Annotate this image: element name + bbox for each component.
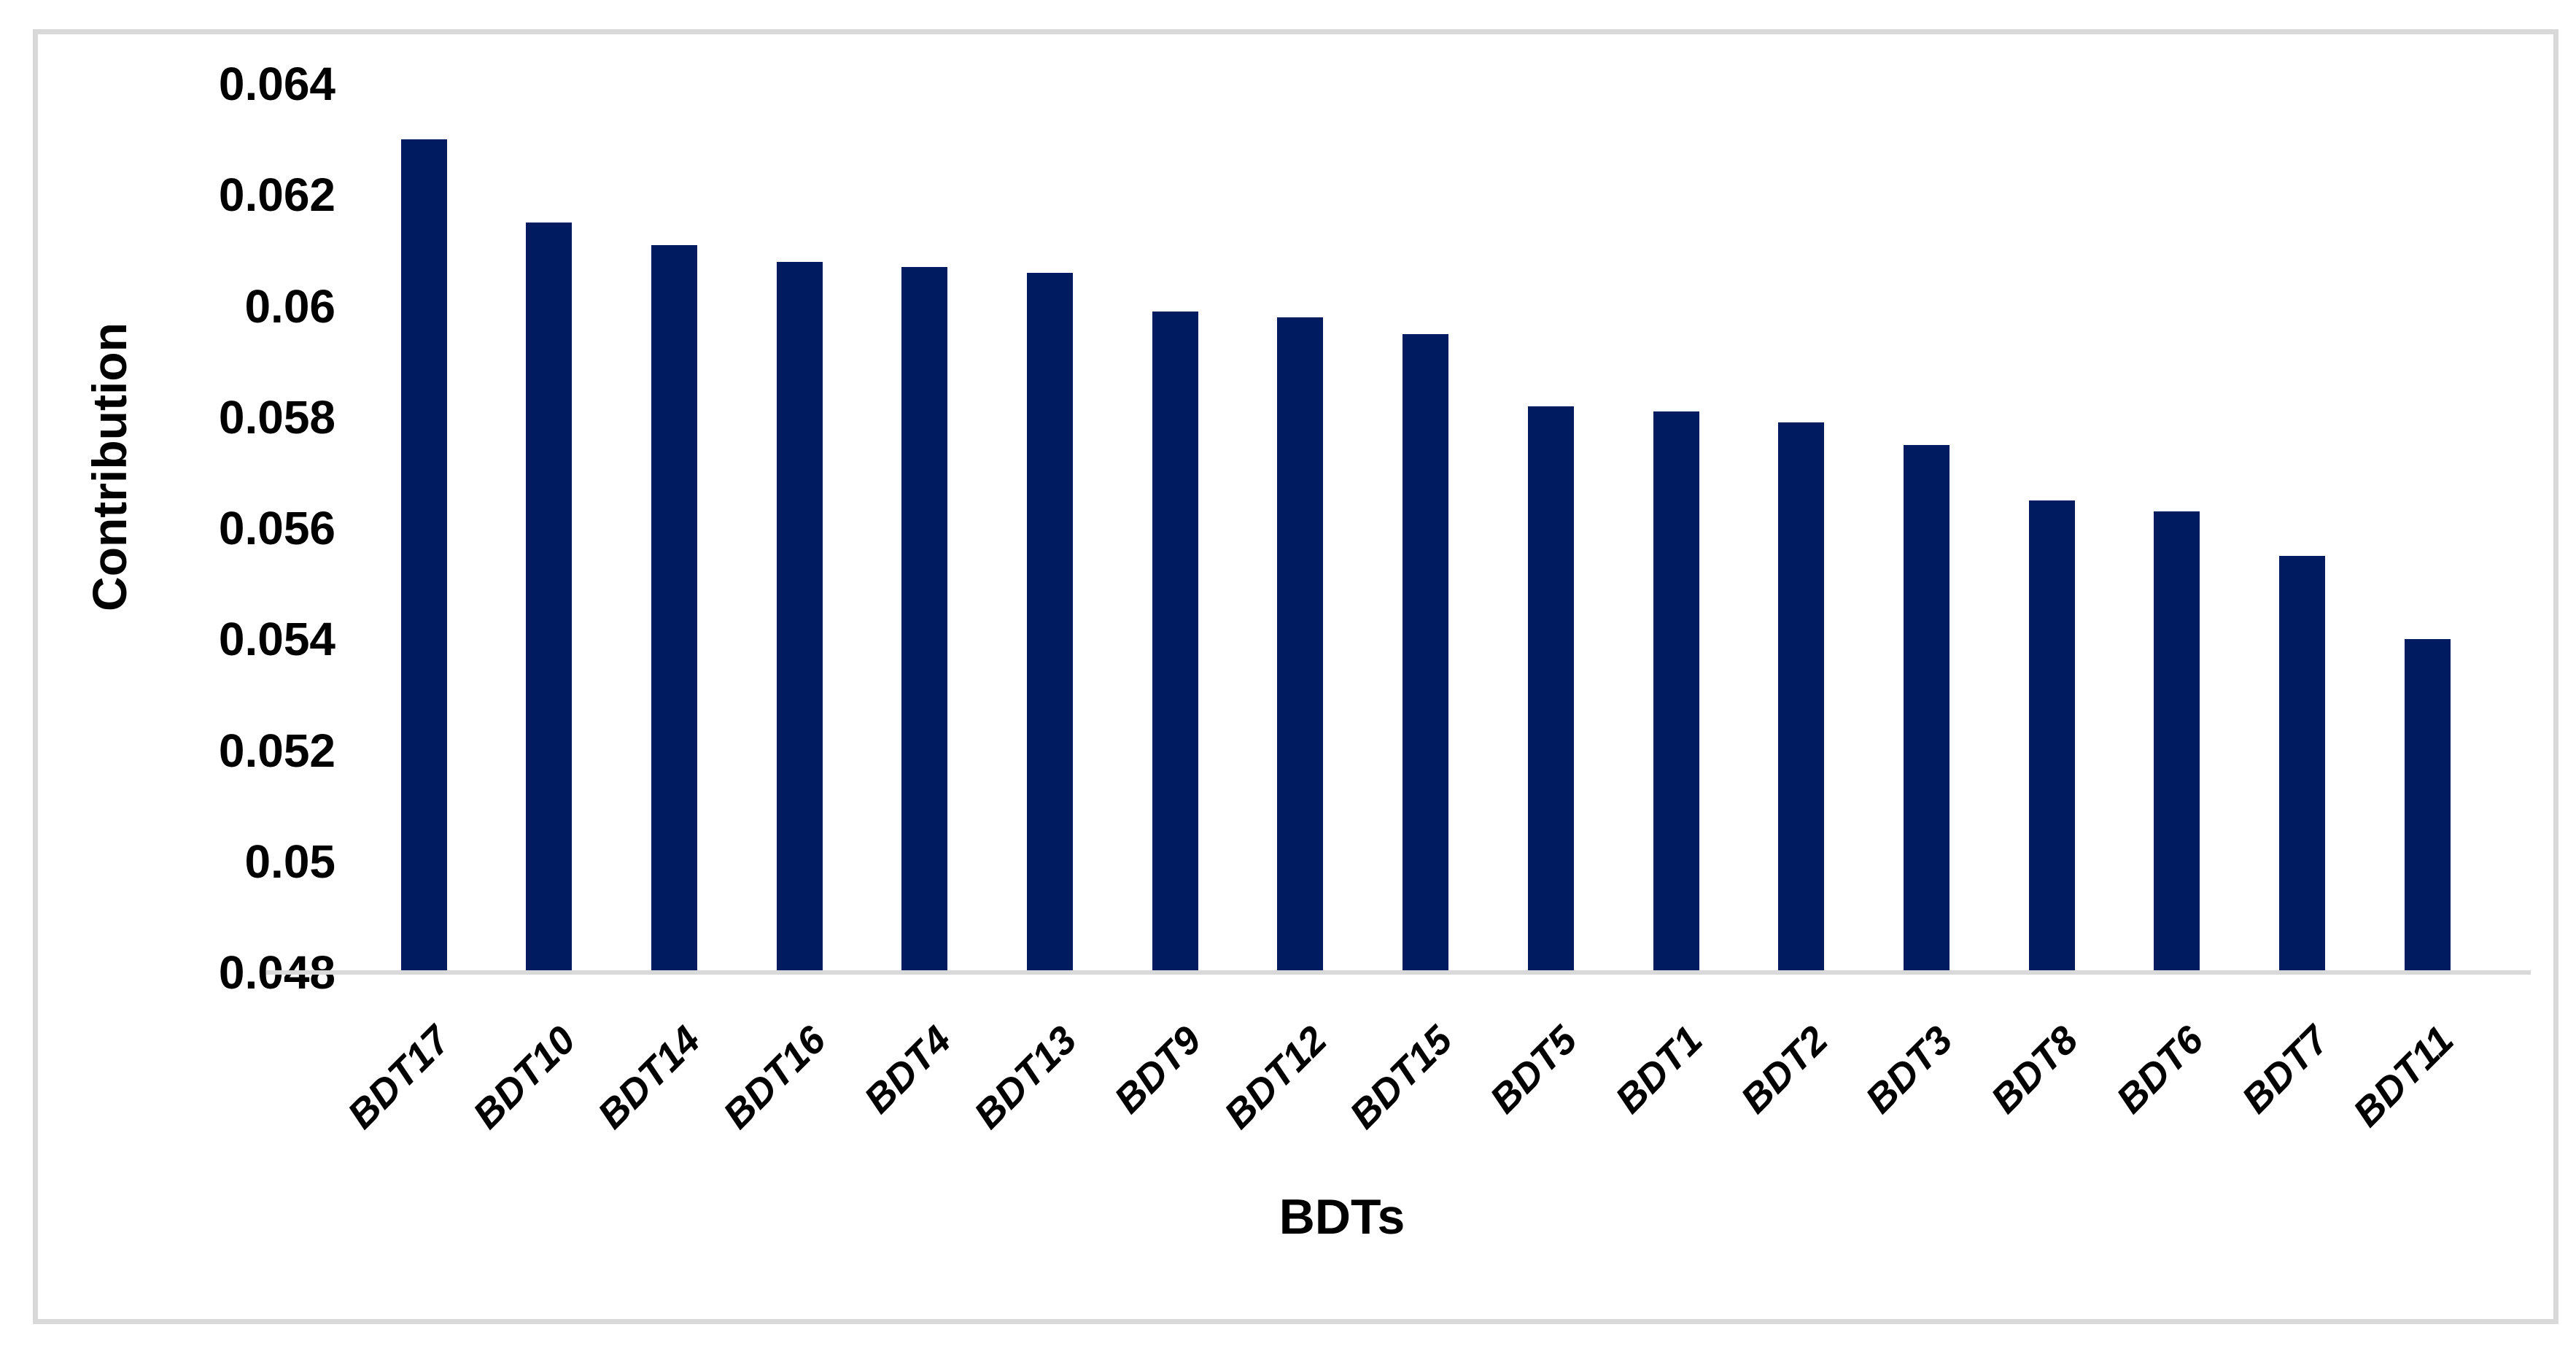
bar-BDT12 (1277, 317, 1324, 970)
x-axis-title: BDTs (1279, 1189, 1405, 1245)
bar-BDT13 (1027, 272, 1073, 970)
bar-BDT4 (901, 267, 948, 970)
y-tick-label-0.054: 0.054 (218, 613, 335, 666)
bar-BDT1 (1653, 411, 1699, 970)
bar-BDT17 (400, 139, 447, 970)
bar-BDT14 (651, 244, 697, 970)
bar-BDT10 (526, 223, 573, 970)
bar-BDT8 (2028, 500, 2075, 970)
y-tick-label-0.052: 0.052 (218, 724, 335, 777)
y-tick-label-0.05: 0.05 (244, 835, 335, 888)
bar-BDT11 (2404, 639, 2451, 970)
y-tick-label-0.06: 0.06 (244, 279, 335, 333)
bar-BDT6 (2154, 511, 2200, 970)
bar-BDT3 (1903, 444, 1950, 970)
y-axis-title: Contribution (82, 322, 136, 611)
bar-BDT5 (1527, 406, 1574, 970)
y-tick-label-0.058: 0.058 (218, 390, 335, 444)
y-tick-label-0.064: 0.064 (218, 58, 335, 110)
bar-BDT9 (1152, 312, 1198, 970)
x-axis-line (266, 970, 2531, 975)
y-tick-label-0.056: 0.056 (218, 502, 335, 554)
y-tick-label-0.062: 0.062 (218, 169, 335, 222)
bar-BDT7 (2279, 556, 2325, 970)
bar-BDT2 (1778, 422, 1825, 970)
bar-BDT16 (776, 261, 823, 970)
bar-BDT15 (1403, 333, 1449, 970)
